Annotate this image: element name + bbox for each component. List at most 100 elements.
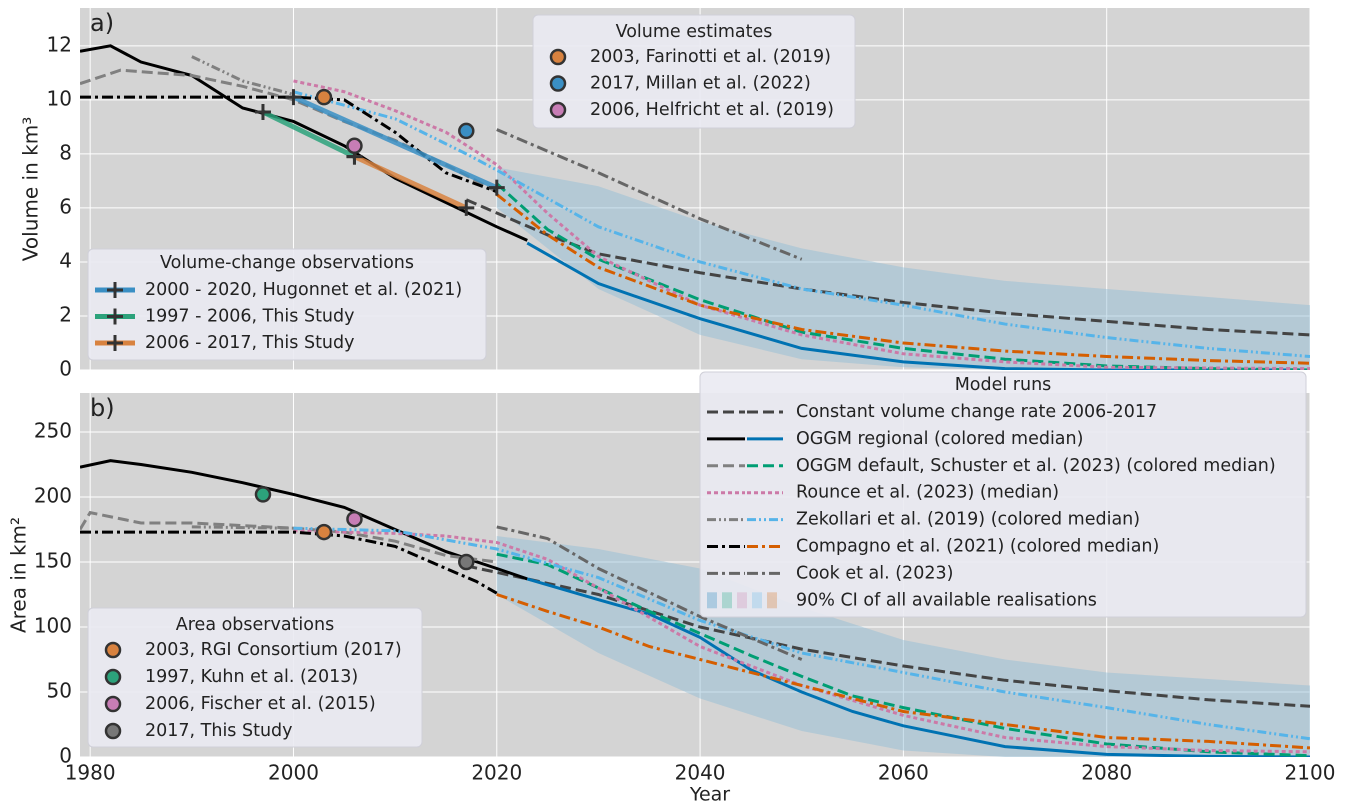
legend-text: 1997 - 2006, This Study <box>145 307 355 327</box>
legend-text: 2003, Farinotti et al. (2019) <box>590 47 831 67</box>
legend-text: 2003, RGI Consortium (2017) <box>145 640 402 660</box>
plot-area <box>80 44 1310 370</box>
legend-text: 2000 - 2020, Hugonnet et al. (2021) <box>145 280 462 300</box>
observation-point <box>458 553 475 571</box>
observation-point <box>315 523 333 541</box>
x-tick-label: 2100 <box>1285 761 1336 785</box>
model-line <box>496 525 803 661</box>
panel-label: b) <box>90 394 115 422</box>
observation-marker <box>254 104 271 121</box>
legend-text: Constant volume change rate 2006-2017 <box>796 402 1157 422</box>
legend-marker <box>549 48 567 66</box>
legend-swatch <box>722 592 732 609</box>
y-tick-label: 200 <box>34 484 72 508</box>
x-tick-label: 2020 <box>471 761 522 785</box>
legend-box <box>699 371 1307 618</box>
legend-text: Volume estimates <box>616 22 773 42</box>
y-tick-label: 8 <box>59 140 72 164</box>
legend-box <box>87 248 487 361</box>
legend-text: 2006 - 2017, This Study <box>145 333 355 353</box>
legend-swatch <box>752 592 762 609</box>
legend-swatch <box>767 592 777 609</box>
observation-point <box>254 486 272 503</box>
legend-marker <box>107 282 123 298</box>
model-line <box>495 193 1310 365</box>
model-line <box>293 529 1310 754</box>
observation-point <box>346 510 363 528</box>
observation-point <box>315 88 333 106</box>
observation-point <box>458 122 475 140</box>
model-line <box>465 564 1310 708</box>
observation-point <box>346 137 363 155</box>
observation-marker <box>285 89 302 106</box>
model-line <box>80 510 497 564</box>
legend-box <box>87 607 423 748</box>
model-line <box>80 95 498 194</box>
model-line <box>495 182 1310 370</box>
x-tick-label: 2080 <box>1081 761 1132 785</box>
legend-text: Zekollari et al. (2019) (colored median) <box>796 510 1140 530</box>
legend-swatch <box>737 592 747 609</box>
legend-marker <box>549 75 567 92</box>
y-tick-label: 10 <box>47 86 72 110</box>
legend-marker <box>107 335 123 351</box>
model-line <box>293 79 1310 370</box>
observation-marker <box>458 199 475 216</box>
model-line <box>496 552 1310 757</box>
legend-text: Volume-change observations <box>160 253 414 273</box>
x-axis-label: Year <box>689 784 730 806</box>
legend-text: 2017, This Study <box>145 721 293 741</box>
observation-marker <box>488 179 505 196</box>
x-tick-label: 1980 <box>65 761 116 785</box>
y-axis-label: Volume in km³ <box>19 117 43 261</box>
model-line <box>191 55 294 96</box>
legend-text: OGGM regional (colored median) <box>796 429 1083 449</box>
y-tick-label: 100 <box>34 614 72 638</box>
legend-swatch <box>707 592 717 609</box>
x-tick-label: 2040 <box>675 761 726 785</box>
panel-label: a) <box>90 9 114 37</box>
legend-text: 2017, Millan et al. (2022) <box>590 74 811 94</box>
y-tick-label: 150 <box>34 549 72 573</box>
legend-text: 1997, Kuhn et al. (2013) <box>145 667 358 687</box>
legend-text: Model runs <box>955 375 1052 395</box>
legend-marker <box>107 308 123 325</box>
observation-line <box>292 94 498 190</box>
legend-box <box>532 14 856 129</box>
observation-line <box>353 154 468 211</box>
model-line <box>293 90 1310 358</box>
observation-line <box>261 109 356 159</box>
legend-marker <box>104 641 122 659</box>
legend-text: 2006, Helfricht et al. (2019) <box>590 100 834 120</box>
y-tick-label: 250 <box>34 419 72 443</box>
y-axis-label: Area in km² <box>7 517 31 633</box>
legend-marker <box>549 101 567 119</box>
y-tick-label: 2 <box>59 302 72 326</box>
y-tick-label: 0 <box>59 744 72 768</box>
x-tick-label: 2060 <box>878 761 929 785</box>
y-tick-label: 6 <box>59 194 72 218</box>
model-line <box>80 44 528 242</box>
legend-text: OGGM default, Schuster et al. (2023) (co… <box>796 456 1276 476</box>
model-line <box>80 530 498 595</box>
legend-text: Cook et al. (2023) <box>796 563 953 583</box>
y-tick-label: 4 <box>59 248 72 272</box>
model-line <box>293 526 1310 741</box>
y-tick-label: 0 <box>59 357 72 381</box>
legend-marker <box>104 722 122 740</box>
model-line <box>526 577 1310 757</box>
legend-text: 90% CI of all available realisations <box>796 590 1097 610</box>
legend-marker <box>104 668 122 686</box>
model-line <box>496 593 1310 750</box>
legend-marker <box>104 695 122 713</box>
x-tick-label: 2000 <box>268 761 319 785</box>
legend-text: Rounce et al. (2023) (median) <box>796 483 1059 503</box>
legend-text: 2006, Fischer et al. (2015) <box>145 694 376 714</box>
model-line <box>191 525 294 530</box>
y-tick-label: 50 <box>47 679 72 703</box>
y-tick-label: 12 <box>47 32 72 56</box>
model-line <box>526 241 1310 370</box>
legend-text: Compagno et al. (2021) (colored median) <box>796 537 1159 557</box>
legend-text: Area observations <box>176 615 334 635</box>
